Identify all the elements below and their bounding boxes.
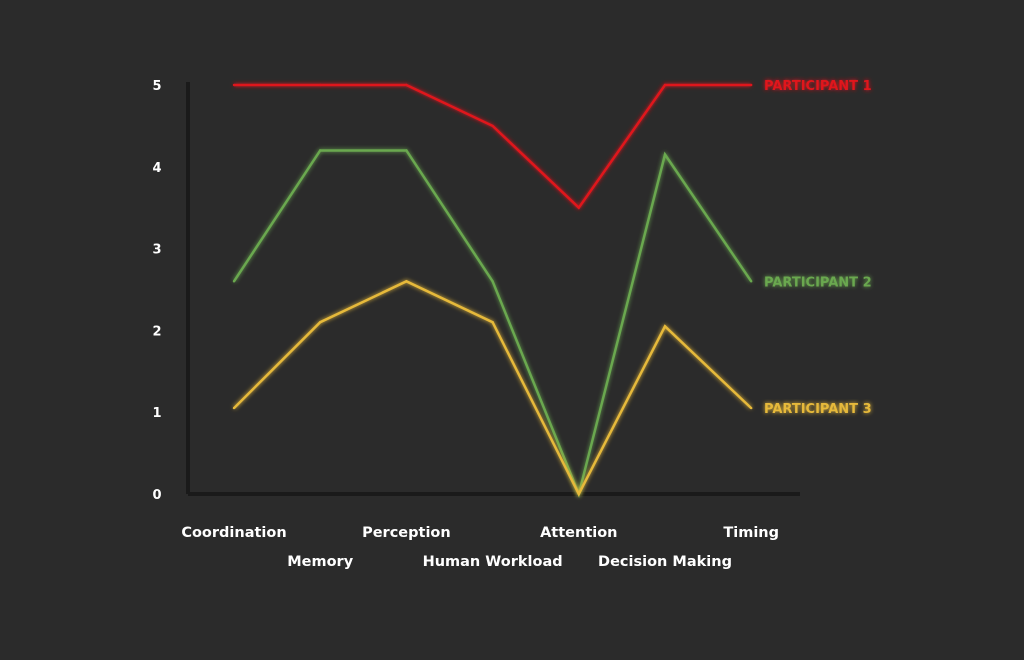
y-tick-label: 0 [152,488,161,503]
y-tick-label: 5 [152,79,161,94]
data-point [491,321,494,324]
data-point [491,124,494,128]
data-point [232,406,236,410]
legend-label-1: PARTICIPANT 1 [764,79,872,94]
series-line-1 [234,83,752,210]
x-tick-label: Human Workload [423,554,563,570]
x-tick-label: Memory [287,554,353,570]
data-point [577,206,580,209]
y-tick-label: 4 [152,161,161,176]
data-point [663,325,667,328]
x-tick-label: Timing [723,525,779,541]
data-point [663,83,667,87]
data-point [232,83,236,87]
data-point [319,321,322,324]
data-point [750,406,753,410]
data-point [750,280,753,283]
y-tick-label: 3 [152,243,161,258]
data-point [319,83,322,87]
data-point [232,280,236,283]
legend-label-2: PARTICIPANT 2 [764,275,872,290]
data-point [491,280,494,283]
y-tick-label: 2 [152,324,161,339]
data-point [405,280,408,283]
data-point [405,83,408,87]
y-tick-label: 1 [152,406,161,421]
data-point [405,149,408,152]
data-point [319,149,322,152]
x-tick-label: Decision Making [598,554,732,570]
series-line-3 [233,279,753,497]
x-tick-label: Coordination [181,525,286,541]
data-point [577,492,580,496]
x-tick-label: Attention [540,525,617,541]
data-point [663,153,667,156]
x-tick-label: Perception [362,525,451,541]
data-point [750,83,753,87]
legend-label-3: PARTICIPANT 3 [764,402,872,417]
